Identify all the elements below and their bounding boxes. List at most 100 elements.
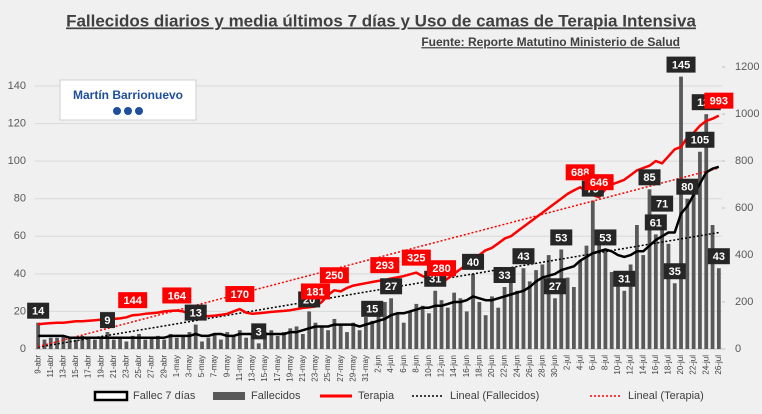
data-label: 53 [555, 232, 567, 244]
logo-icon [124, 107, 132, 115]
y-tick-label: 20 [14, 305, 26, 317]
label-box [300, 283, 330, 300]
x-tick-label: 5-may [197, 355, 206, 377]
bar [553, 298, 557, 349]
x-tick-label: 9-abr [33, 355, 42, 374]
bar [502, 287, 507, 349]
data-label: 15 [366, 304, 378, 316]
data-label: 40 [467, 257, 479, 269]
bar [332, 318, 337, 349]
bar [427, 313, 431, 349]
x-tick-label: 26-jul [714, 355, 723, 375]
x-tick-label: 2-jul [563, 355, 572, 370]
y-tick-label: 120 [8, 117, 26, 129]
bar [181, 335, 186, 349]
x-tick-label: 12-jul [626, 355, 635, 375]
bar [137, 333, 141, 349]
trend-line [38, 231, 719, 348]
x-tick-label: 2-jun [374, 355, 383, 373]
bar [237, 330, 242, 349]
bar [357, 330, 362, 349]
bar [660, 215, 665, 349]
bar [256, 343, 261, 349]
bar [609, 271, 614, 349]
data-label: 35 [669, 266, 681, 278]
data-label: 85 [643, 172, 655, 184]
data-label: 181 [306, 286, 324, 298]
label-box [663, 263, 686, 280]
x-tick-label: 4-jul [575, 355, 584, 370]
bar [376, 307, 381, 349]
data-label: 993 [710, 96, 728, 108]
bar [578, 260, 583, 349]
bar [351, 322, 356, 349]
label-box [462, 253, 485, 270]
label-box [251, 323, 267, 340]
bar [225, 332, 230, 349]
legend-swatch [93, 390, 129, 402]
x-tick-label: 3-may [185, 355, 194, 377]
trend-line [37, 167, 720, 348]
bar [603, 249, 608, 349]
data-label: 27 [549, 281, 561, 293]
x-tick-label: 18-jun [474, 355, 483, 377]
bar [395, 313, 400, 349]
bar [288, 328, 293, 349]
bar [263, 332, 267, 349]
bar [55, 337, 59, 349]
bar [149, 337, 154, 349]
bar [319, 326, 324, 349]
label-box [401, 249, 431, 266]
data-label: 80 [681, 182, 693, 194]
plot-area: 0 20 40 60 80 100 120 140 0 200 400 600 800 1000 1200 9… [8, 56, 759, 402]
y-tick-label: 0 [20, 343, 26, 355]
bar [250, 333, 255, 349]
x-tick-label: 13-may [248, 355, 257, 382]
label-box [644, 214, 667, 231]
label-box [685, 131, 715, 148]
bar [401, 322, 406, 349]
y2-tick-label: 600 [735, 202, 753, 214]
bar [244, 337, 249, 349]
x-tick-label: 16-jul [651, 355, 660, 375]
x-tick-label: 27-abr [147, 355, 156, 378]
bar [294, 326, 299, 349]
label-box [99, 312, 115, 329]
bar [111, 339, 116, 349]
bar [508, 277, 513, 349]
bar [231, 335, 236, 349]
x-tick-label: 14-jul [638, 355, 647, 375]
label-box [319, 267, 349, 284]
bar [42, 339, 47, 349]
data-label: 43 [517, 251, 529, 263]
x-tick-label: 8-jul [601, 355, 610, 370]
x-tick-label: 10-jul [613, 355, 622, 375]
bar [420, 305, 425, 349]
x-tick-label: 30-jun [550, 355, 559, 377]
data-label: 43 [713, 251, 725, 263]
x-tick-label: 1-may [172, 355, 181, 377]
bar [174, 337, 179, 349]
bar [704, 114, 709, 349]
logo-icon [113, 107, 121, 115]
y-tick-label: 60 [14, 230, 26, 242]
data-label: 145 [672, 60, 690, 72]
bar [364, 317, 368, 349]
x-tick-label: 29-abr [159, 355, 168, 378]
bar [162, 339, 167, 349]
bar [628, 264, 633, 349]
bar [200, 341, 204, 349]
bar [534, 270, 538, 349]
data-label: 250 [325, 270, 343, 282]
data-label: 33 [498, 270, 510, 282]
y2-tick-label: 400 [735, 249, 753, 261]
chart-subtitle: Fuente: Reporte Matutino Ministerio de S… [421, 35, 680, 49]
x-tick-label: 11-may [235, 355, 244, 381]
y2-tick-label: 1200 [735, 61, 759, 73]
bar [389, 298, 393, 349]
bar [206, 337, 211, 349]
x-tick-label: 22-jul [689, 355, 698, 375]
bar [124, 341, 129, 349]
bar [710, 225, 715, 349]
x-tick-label: 23-may [311, 355, 320, 382]
